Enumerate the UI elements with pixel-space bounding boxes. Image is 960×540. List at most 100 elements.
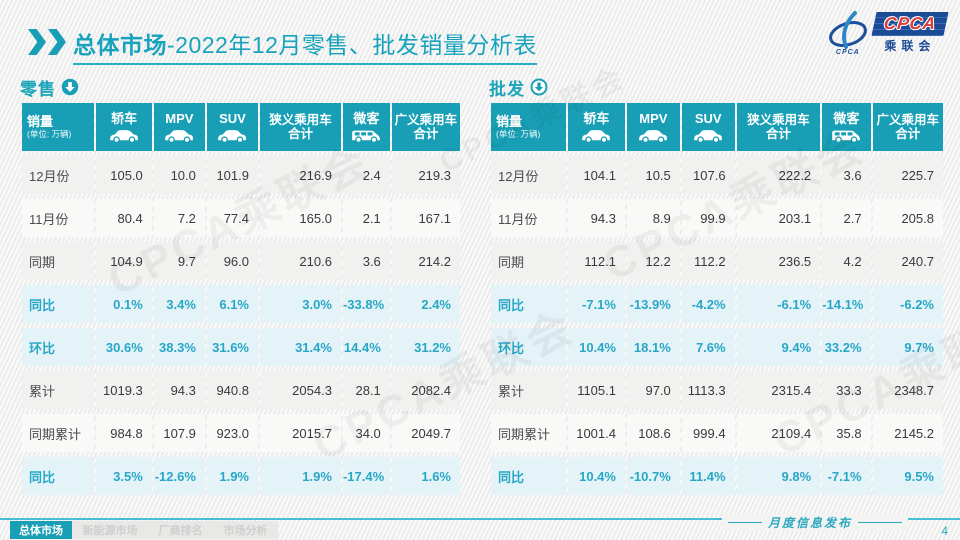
data-cell: 7.2 <box>153 199 205 237</box>
data-cell: 3.6 <box>342 242 390 280</box>
tab-manufacturer-ranking[interactable]: 厂商排名 <box>158 525 203 537</box>
data-cell: 2.4 <box>342 156 390 194</box>
row-label: 同期累计 <box>491 414 566 452</box>
column-header: MPV <box>626 103 680 151</box>
cpca-logo-org-text: 乘联会 <box>884 39 936 53</box>
page-title-rest: -2022年12月零售、批发销量分析表 <box>167 32 537 58</box>
row-label: 同比 <box>22 457 95 495</box>
tab-overall-market[interactable]: 总体市场 <box>10 521 72 539</box>
table-row: 环比 10.4% 18.1% 7.6% 9.4% 33.2% 9.7% <box>491 328 943 366</box>
data-cell: 99.9 <box>681 199 735 237</box>
column-header: 微客 <box>822 103 871 151</box>
data-cell: 2.7 <box>822 199 871 237</box>
data-cell: 107.6 <box>681 156 735 194</box>
page-title-section: 总体市场 <box>73 32 167 58</box>
retail-section-title: 零售 <box>20 79 56 99</box>
cpca-logo: CPCA CPCA 乘联会 <box>826 10 949 56</box>
row-label: 累计 <box>22 371 95 409</box>
data-cell: 6.1% <box>206 285 258 323</box>
header: 总体市场-2022年12月零售、批发销量分析表 <box>28 26 537 65</box>
car-icon <box>209 129 256 143</box>
table-row: 同比 -7.1% -13.9% -4.2% -6.1% -14.1% -6.2% <box>491 285 943 323</box>
column-header: 狭义乘用车 合计 <box>736 103 821 151</box>
data-cell: 30.6% <box>96 328 152 366</box>
row-label: 同期累计 <box>22 414 95 452</box>
data-cell: 38.3% <box>153 328 205 366</box>
page-number: 4 <box>941 524 948 538</box>
data-cell: 214.2 <box>391 242 460 280</box>
data-cell: 14.4% <box>342 328 390 366</box>
data-cell: -7.1% <box>822 457 871 495</box>
data-cell: 2082.4 <box>391 371 460 409</box>
row-label: 同比 <box>22 285 95 323</box>
wholesale-section-title: 批发 <box>489 79 525 99</box>
data-cell: 101.9 <box>206 156 258 194</box>
data-cell: 1019.3 <box>96 371 152 409</box>
data-cell: 2315.4 <box>736 371 821 409</box>
data-cell: 3.0% <box>260 285 341 323</box>
cpca-logo-mark-text: CPCA <box>835 49 860 56</box>
data-cell: -6.2% <box>872 285 943 323</box>
column-header: 广义乘用车 合计 <box>872 103 943 151</box>
data-cell: -6.1% <box>736 285 821 323</box>
data-cell: 165.0 <box>260 199 341 237</box>
inactive-tabs-strip: 新能源市场 厂商排名 市场分析 <box>72 521 278 539</box>
data-cell: 222.2 <box>736 156 821 194</box>
data-cell: 2348.7 <box>872 371 943 409</box>
table-row: 同比 10.4% -10.7% 11.4% 9.8% -7.1% 9.5% <box>491 457 943 495</box>
cpca-logo-text: CPCA <box>882 14 938 33</box>
tab-nev-market[interactable]: 新能源市场 <box>82 525 138 537</box>
data-cell: 104.1 <box>567 156 625 194</box>
table-row: 同期 104.9 9.7 96.0 210.6 3.6 214.2 <box>22 242 460 280</box>
data-cell: 10.4% <box>567 457 625 495</box>
data-cell: 1113.3 <box>681 371 735 409</box>
column-header: 销量 (单位: 万辆) <box>22 103 95 151</box>
data-cell: 2.4% <box>391 285 460 323</box>
data-cell: -7.1% <box>567 285 625 323</box>
row-label: 同比 <box>491 457 566 495</box>
data-cell: 2109.4 <box>736 414 821 452</box>
data-cell: -13.9% <box>626 285 680 323</box>
data-cell: 2054.3 <box>260 371 341 409</box>
table-row: 同比 0.1% 3.4% 6.1% 3.0% -33.8% 2.4% <box>22 285 460 323</box>
data-cell: 940.8 <box>206 371 258 409</box>
data-cell: 9.5% <box>872 457 943 495</box>
data-cell: 10.4% <box>567 328 625 366</box>
data-cell: 12.2 <box>626 242 680 280</box>
table-row: 同期 112.1 12.2 112.2 236.5 4.2 240.7 <box>491 242 943 280</box>
data-cell: 33.2% <box>822 328 871 366</box>
wholesale-section: 批发 销量 (单位: 万辆) 轿车 MPV SUV 狭义乘用车 合计 微客 广义乘用车 合计 12月… <box>489 76 945 500</box>
data-cell: 1105.1 <box>567 371 625 409</box>
data-cell: 8.9 <box>626 199 680 237</box>
data-cell: 10.5 <box>626 156 680 194</box>
footer: 总体市场 新能源市场 厂商排名 市场分析 <box>0 518 960 540</box>
data-cell: 108.6 <box>626 414 680 452</box>
column-header: 微客 <box>342 103 390 151</box>
van-icon <box>824 129 868 143</box>
table-row: 11月份 94.3 8.9 99.9 203.1 2.7 205.8 <box>491 199 943 237</box>
data-cell: 9.4% <box>736 328 821 366</box>
row-label: 累计 <box>491 371 566 409</box>
row-label: 同期 <box>491 242 566 280</box>
data-cell: -17.4% <box>342 457 390 495</box>
tab-market-analysis[interactable]: 市场分析 <box>223 525 268 537</box>
wholesale-table: 销量 (单位: 万辆) 轿车 MPV SUV 狭义乘用车 合计 微客 广义乘用车 合计 12月份 10… <box>489 98 945 500</box>
data-cell: 216.9 <box>260 156 341 194</box>
data-cell: 923.0 <box>206 414 258 452</box>
table-row: 环比 30.6% 38.3% 31.6% 31.4% 14.4% 31.2% <box>22 328 460 366</box>
down-arrow-icon <box>530 78 548 96</box>
data-cell: 9.7 <box>153 242 205 280</box>
data-cell: 94.3 <box>153 371 205 409</box>
car-icon <box>570 129 623 143</box>
data-cell: 33.3 <box>822 371 871 409</box>
data-cell: 94.3 <box>567 199 625 237</box>
data-cell: 35.8 <box>822 414 871 452</box>
data-cell: 104.9 <box>96 242 152 280</box>
data-cell: 240.7 <box>872 242 943 280</box>
data-cell: 2145.2 <box>872 414 943 452</box>
car-icon <box>629 129 678 143</box>
data-cell: 225.7 <box>872 156 943 194</box>
data-cell: 112.2 <box>681 242 735 280</box>
data-cell: 205.8 <box>872 199 943 237</box>
row-label: 12月份 <box>22 156 95 194</box>
